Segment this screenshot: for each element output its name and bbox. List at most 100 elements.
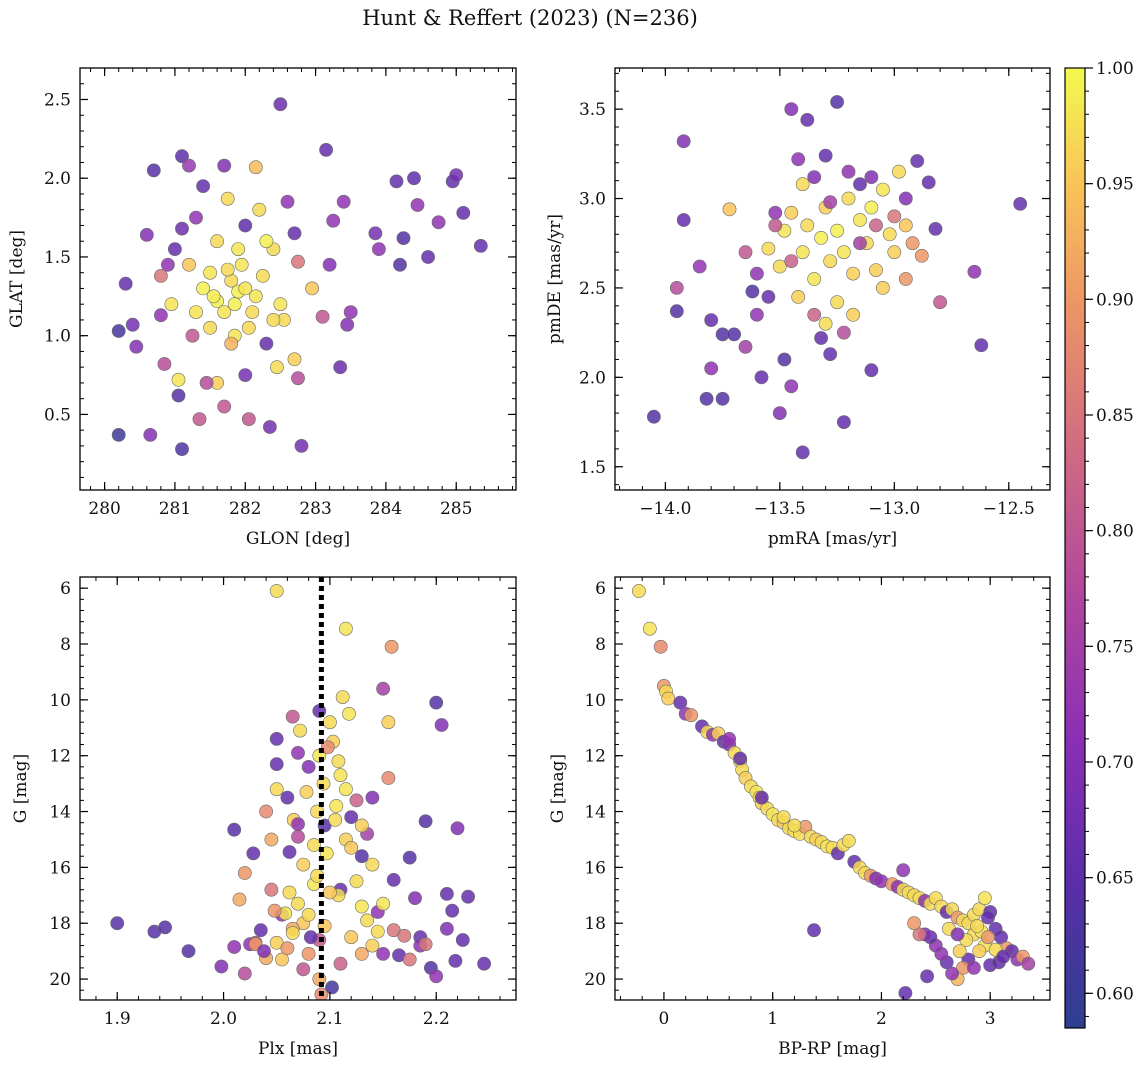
- scatter-point: [396, 231, 411, 245]
- x-axis-label: pmRA [mas/yr]: [768, 529, 897, 549]
- scatter-point: [1021, 956, 1036, 971]
- y-axis-label: G [mag]: [548, 754, 568, 823]
- y-tick-label: 10: [49, 691, 71, 711]
- scatter-point: [333, 768, 348, 783]
- scatter-point: [933, 295, 947, 310]
- y-tick-label: 20: [49, 970, 71, 990]
- scatter-point: [981, 910, 995, 925]
- scatter-point: [784, 205, 799, 220]
- scatter-point: [853, 177, 867, 192]
- scatter-point: [376, 681, 390, 696]
- scatter-point: [669, 280, 684, 295]
- scatter-point: [241, 320, 256, 335]
- scatter-point: [238, 218, 253, 233]
- scatter-point: [418, 814, 433, 829]
- scatter-point: [814, 230, 828, 245]
- scatter-point: [259, 336, 274, 351]
- scatter-point: [381, 771, 396, 785]
- scatter-point: [264, 882, 279, 897]
- scatter-point: [217, 158, 232, 173]
- scatter-point: [945, 966, 959, 981]
- scatter-point: [273, 97, 288, 112]
- x-axis-label: Plx [mas]: [258, 1039, 338, 1059]
- y-tick-label: 8: [595, 635, 606, 655]
- scatter-point: [344, 810, 359, 824]
- scatter-point: [837, 415, 851, 429]
- scatter-point: [402, 952, 417, 967]
- scatter-point: [291, 746, 305, 760]
- scatter-point: [381, 715, 396, 730]
- scatter-point: [928, 221, 943, 236]
- scatter-point: [291, 829, 305, 844]
- scatter-point: [171, 372, 186, 387]
- scatter-point: [224, 336, 239, 351]
- scatter-point: [768, 205, 783, 220]
- scatter-point: [333, 360, 348, 375]
- y-tick-label: 6: [60, 579, 71, 599]
- scatter-point: [315, 309, 330, 324]
- scatter-point: [255, 268, 270, 283]
- scatter-point: [750, 307, 764, 322]
- scatter-point: [823, 195, 838, 209]
- scatter-point: [647, 409, 661, 424]
- scatter-point: [210, 234, 224, 249]
- y-tick-label: 14: [49, 803, 71, 823]
- scatter-point: [376, 896, 390, 911]
- scatter-point: [153, 308, 168, 323]
- scatter-point: [160, 257, 175, 272]
- scatter-point: [421, 250, 435, 264]
- scatter-point: [439, 921, 454, 936]
- scatter-point: [898, 986, 913, 1000]
- scatter-point: [661, 691, 676, 706]
- scatter-point: [338, 782, 353, 797]
- x-tick-label: 2: [876, 1009, 887, 1029]
- scatter-point: [449, 168, 464, 182]
- scatter-point: [248, 160, 263, 175]
- scatter-point: [450, 821, 465, 836]
- scatter-point: [738, 245, 753, 260]
- scatter-point: [354, 818, 369, 833]
- scatter-point: [892, 164, 906, 179]
- scatter-point: [232, 892, 247, 907]
- scatter-point: [846, 266, 860, 281]
- scatter-point: [269, 360, 284, 375]
- scatter-point: [699, 391, 714, 406]
- scatter-point: [876, 182, 890, 197]
- scatter-point: [898, 191, 913, 206]
- scatter-point: [408, 891, 422, 905]
- scatter-point: [807, 307, 822, 322]
- scatter-point: [146, 163, 161, 178]
- scatter-point: [800, 113, 815, 127]
- scatter-point: [745, 284, 760, 299]
- x-tick-label: 1: [767, 1009, 778, 1029]
- scatter-point: [830, 95, 844, 109]
- scatter-point: [869, 218, 883, 233]
- scatter-point: [301, 947, 316, 961]
- scatter-point: [704, 313, 719, 327]
- scatter-point: [234, 257, 249, 272]
- scatter-point: [111, 324, 126, 338]
- scatter-point: [823, 347, 838, 361]
- scatter-point: [846, 307, 860, 322]
- axes-frame: [79, 576, 517, 1001]
- scatter-point: [784, 379, 799, 394]
- scatter-point: [473, 238, 488, 253]
- scatter-point: [237, 866, 252, 880]
- scatter-point: [259, 804, 273, 819]
- scatter-point: [299, 785, 314, 799]
- scatter-point: [333, 956, 348, 971]
- scatter-point: [182, 158, 196, 173]
- scatter-point: [349, 793, 364, 808]
- scatter-point: [220, 191, 235, 206]
- scatter-point: [1013, 196, 1028, 211]
- scatter-point: [898, 272, 913, 286]
- scatter-point: [807, 272, 822, 286]
- scatter-point: [772, 406, 787, 420]
- scatter-point: [189, 210, 203, 225]
- scatter-point: [722, 732, 737, 746]
- scatter-point: [199, 375, 214, 390]
- scatter-point: [349, 874, 364, 889]
- y-tick-label: 18: [584, 914, 606, 934]
- scatter-point: [632, 584, 646, 598]
- scatter-point: [227, 822, 242, 837]
